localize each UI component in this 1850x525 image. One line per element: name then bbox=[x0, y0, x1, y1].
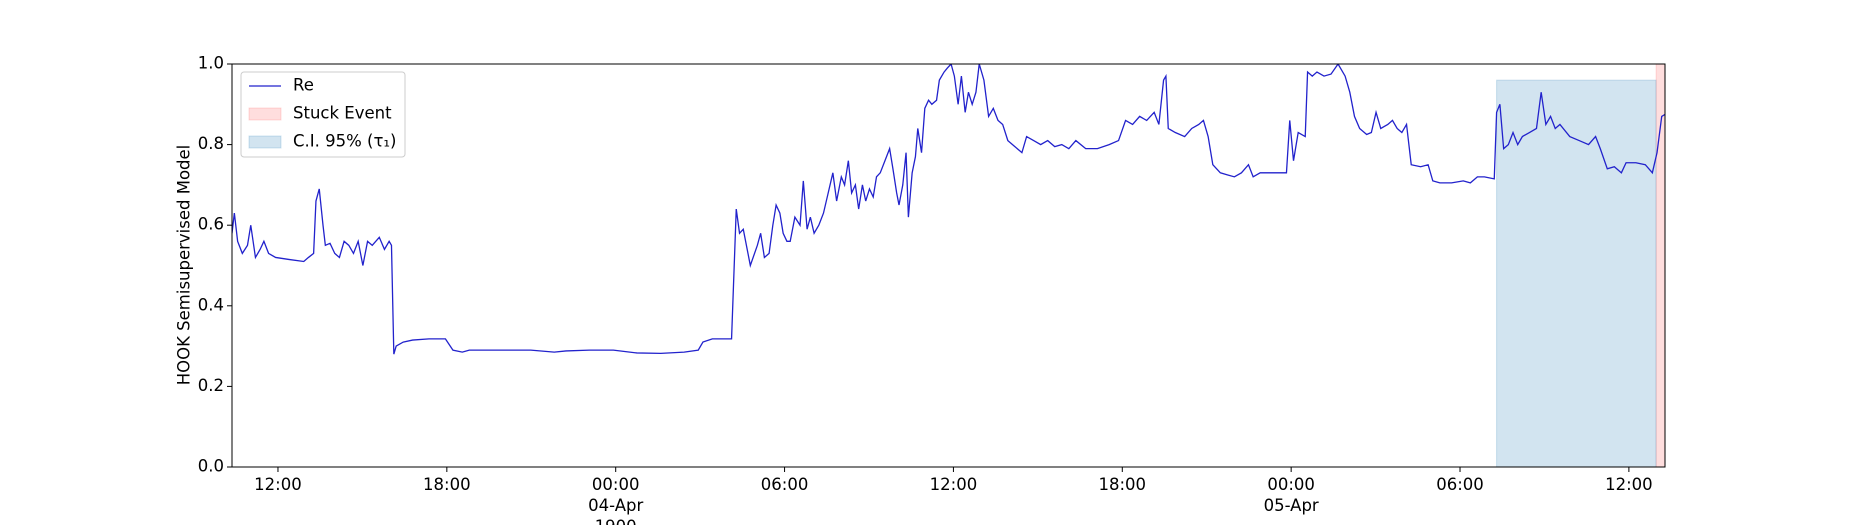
legend-patch bbox=[248, 135, 282, 149]
y-tick-label: 0.4 bbox=[198, 295, 224, 314]
x-tick-label: 12:00 bbox=[254, 475, 302, 494]
x-tick-label: 12:00 bbox=[930, 475, 978, 494]
legend-label: Re bbox=[293, 76, 314, 95]
y-axis-label: HOOK Semisupervised Model bbox=[175, 145, 194, 386]
span-region bbox=[1655, 64, 1665, 467]
x-tick-label: 18:00 bbox=[1099, 475, 1147, 494]
x-tick-label: 05-Apr bbox=[1264, 496, 1319, 515]
data-line bbox=[232, 64, 1665, 355]
x-tick-label: 00:00 bbox=[592, 475, 640, 494]
y-tick-label: 1.0 bbox=[198, 54, 224, 73]
y-tick-label: 0.0 bbox=[198, 457, 224, 476]
legend-patch bbox=[248, 107, 282, 121]
plot-frame bbox=[231, 63, 1666, 468]
legend-box bbox=[240, 71, 406, 158]
y-tick-label: 0.6 bbox=[198, 215, 224, 234]
x-tick-label: 1900 bbox=[595, 517, 637, 525]
x-tick-label: 04-Apr bbox=[588, 496, 643, 515]
spans bbox=[1496, 64, 1665, 467]
x-tick-label: 18:00 bbox=[423, 475, 471, 494]
y-tick-label: 0.8 bbox=[198, 134, 224, 153]
x-tick-label: 06:00 bbox=[761, 475, 809, 494]
legend-label: C.I. 95% (τ₁) bbox=[293, 132, 396, 151]
span-region bbox=[1496, 79, 1657, 467]
x-tick-label: 12:00 bbox=[1605, 475, 1653, 494]
x-tick-label: 06:00 bbox=[1436, 475, 1484, 494]
legend-label: Stuck Event bbox=[293, 104, 392, 123]
x-tick-label: 00:00 bbox=[1267, 475, 1315, 494]
y-tick-label: 0.2 bbox=[198, 376, 224, 395]
